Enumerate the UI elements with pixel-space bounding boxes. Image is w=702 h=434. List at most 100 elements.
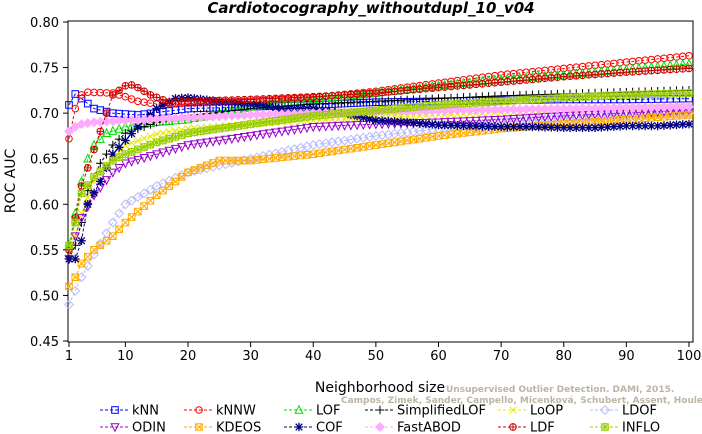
x-tick-label: 100 <box>677 349 702 364</box>
legend-knn-point <box>111 406 119 414</box>
series-cof-point <box>396 117 406 127</box>
series-ldf-point <box>246 95 255 104</box>
series-kdeos-point <box>253 156 261 164</box>
series-kdeos-point <box>202 161 211 170</box>
series-kdeos-point <box>409 135 418 144</box>
legend-label-inflo: INFLO <box>622 421 660 434</box>
legend-label-lof: LOF <box>316 404 341 419</box>
y-tick-label: 0.70 <box>30 107 59 122</box>
series-cof-point <box>521 122 531 132</box>
series-kdeos-point <box>434 132 443 140</box>
series-kdeos-point <box>459 129 468 137</box>
series-inflo-point <box>421 101 431 111</box>
series-odin-point <box>527 113 538 124</box>
series-kdeos-point <box>152 191 161 199</box>
series-odin-point <box>164 146 174 156</box>
series-cof-point <box>283 104 293 113</box>
series-kdeos-point <box>271 154 280 162</box>
series-inflo-point <box>365 106 374 116</box>
series-cof-point <box>634 121 644 131</box>
series-loop-point <box>146 132 155 140</box>
y-axis: 0.45 0.50 0.55 0.60 0.65 0.70 0.75 0.80 <box>30 16 68 350</box>
series-ldf-point <box>209 96 217 105</box>
series-cof-point <box>590 123 600 133</box>
series-odin-point <box>189 140 199 150</box>
series-ldf-point <box>215 96 224 105</box>
series-inflo-point <box>196 127 205 136</box>
series-ldof-point <box>145 184 156 195</box>
legend-label-odin: ODIN <box>132 421 166 434</box>
legend-knnw-point <box>195 406 203 414</box>
series-odin-point <box>214 136 224 146</box>
series-inflo-point <box>114 153 124 162</box>
series-cof-point <box>528 122 537 132</box>
series-ldf-point <box>610 69 618 77</box>
series-ldof-point <box>126 195 137 206</box>
series-ldf-point <box>616 68 624 77</box>
series-ldof-point <box>301 141 312 152</box>
series-inflo-point <box>308 111 318 121</box>
series-cof-point <box>459 121 468 131</box>
series-ldf-point <box>372 89 380 97</box>
series-kdeos-point <box>347 144 355 153</box>
series-inflo-point <box>277 115 287 125</box>
series-ldf-point <box>516 76 524 85</box>
series-ldf-point <box>77 182 86 190</box>
series-odin-point <box>477 116 487 126</box>
series-cof-point <box>440 120 450 130</box>
series-ldf-point <box>672 65 681 73</box>
series-inflo-point <box>390 104 399 114</box>
series-kdeos-point <box>71 273 80 281</box>
series-ldf-point <box>159 96 167 104</box>
series-odin-point <box>70 232 80 242</box>
series-ldf-point <box>503 77 512 86</box>
series-ldf-point <box>597 70 606 78</box>
series-loop-point <box>403 112 411 120</box>
series-cof-point <box>271 103 280 112</box>
series-kdeos-point <box>196 163 205 172</box>
legend: kNN kNNW LOF SimplifiedLOF LoOP LDOF ODIN KDEOS… <box>100 404 660 434</box>
series-ldf-point <box>403 86 411 95</box>
legend-label-cof: COF <box>316 421 343 434</box>
series-inflo-point <box>371 106 381 115</box>
series-odin-point <box>108 168 118 178</box>
series-ldf-point <box>90 145 98 154</box>
series-cof-point <box>509 122 518 132</box>
series-kdeos-point <box>102 236 111 245</box>
series-odin-point <box>458 117 469 127</box>
series-ldf-point <box>491 78 499 87</box>
series-kdeos-point <box>321 148 330 157</box>
series-inflo-point <box>427 101 437 110</box>
series-lof-point <box>114 123 124 133</box>
series-ldof-point <box>107 217 118 228</box>
series-ldf-point <box>466 81 474 89</box>
series-ldf-point <box>459 81 468 90</box>
legend-label-knnw: kNNW <box>216 404 256 419</box>
series-kdeos-point <box>221 156 230 165</box>
series-odin-point <box>177 143 187 153</box>
x-tick-label: 20 <box>180 349 197 364</box>
series-kdeos-point <box>315 149 324 158</box>
series-cof-point <box>96 177 105 186</box>
series-cof-point <box>89 188 99 198</box>
series-odin-point <box>202 138 212 148</box>
series-ldf <box>65 64 693 254</box>
series-ldf-point <box>578 71 587 80</box>
series-ldf-point <box>572 72 581 80</box>
series-inflo-point <box>352 107 362 117</box>
series-cof-point <box>553 123 562 132</box>
series-inflo-point <box>415 102 425 111</box>
series-odin-point <box>333 121 343 132</box>
series-cof-point <box>127 129 136 138</box>
series-kdeos-point <box>134 207 142 216</box>
plot-area <box>67 20 694 343</box>
series-kdeos-point <box>65 282 73 291</box>
series-kdeos-point <box>140 202 148 210</box>
legend-cof-point <box>294 422 304 432</box>
series-odin-point <box>133 155 143 166</box>
series-kdeos-point <box>328 147 336 156</box>
series-cof-point <box>152 104 161 113</box>
series-inflo-point <box>227 122 237 132</box>
series-cof-point <box>615 121 625 131</box>
series-ldf-point <box>202 97 211 105</box>
